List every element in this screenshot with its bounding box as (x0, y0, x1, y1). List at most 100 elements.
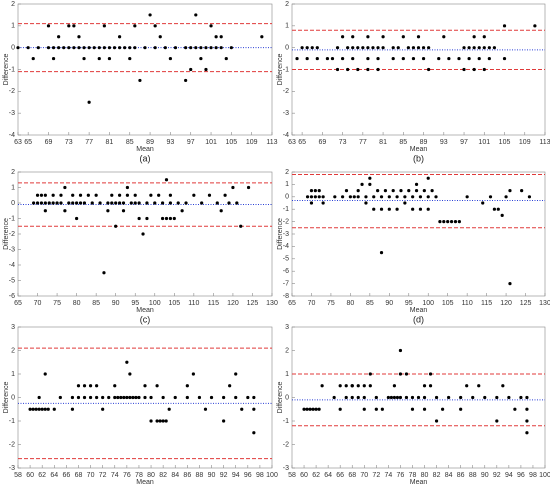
point (35, 201, 40, 205)
point (163, 46, 167, 50)
point (459, 407, 463, 411)
x-tick-label: 58 (288, 472, 296, 479)
y-tick-label: 0 (11, 394, 15, 401)
point (98, 201, 102, 205)
x-tick-label: 105 (499, 139, 511, 146)
x-tick-label: 88 (469, 472, 477, 479)
point (143, 46, 147, 50)
point (235, 201, 239, 205)
x-tick-label: 109 (246, 139, 258, 146)
x-tick-label: 81 (379, 139, 387, 146)
x-tick-label: 77 (359, 139, 367, 146)
point (403, 201, 407, 205)
point (97, 56, 101, 61)
point (356, 395, 360, 400)
y-tick-label: -2 (283, 441, 289, 448)
point (477, 56, 481, 61)
point (125, 193, 130, 197)
point (110, 201, 114, 205)
point (381, 46, 385, 50)
point (145, 216, 149, 221)
point (416, 35, 421, 39)
point (37, 407, 41, 411)
y-tick-label: 1 (285, 23, 289, 30)
x-tick-label: 80 (421, 472, 429, 479)
x-tick-label: 90 (385, 300, 393, 307)
point (471, 395, 475, 400)
x-tick-label: 77 (85, 139, 93, 146)
point (149, 395, 153, 400)
point (366, 67, 370, 72)
point (180, 209, 184, 213)
y-tick-label: -1 (9, 215, 15, 222)
point (214, 46, 218, 50)
point (411, 56, 416, 61)
x-tick-label: 88 (196, 472, 204, 479)
point (223, 193, 227, 197)
point (368, 372, 372, 376)
point (332, 395, 336, 400)
point (459, 395, 463, 400)
y-tick-label: 1 (285, 181, 289, 188)
point (428, 372, 433, 376)
point (82, 46, 86, 50)
y-tick-label: 1 (285, 371, 289, 378)
y-axis-label: Difference (3, 382, 10, 414)
point (189, 67, 193, 72)
point (428, 384, 433, 388)
point (313, 195, 317, 199)
point (396, 46, 400, 50)
point (141, 232, 145, 236)
x-tick-label: 69 (45, 139, 53, 146)
point (128, 56, 132, 61)
point (46, 46, 51, 50)
y-axis-label: Difference (277, 54, 284, 86)
point (252, 431, 256, 435)
point (113, 395, 117, 400)
point (40, 407, 44, 411)
x-tick-label: 85 (399, 139, 407, 146)
x-tick-label: 93 (167, 139, 175, 146)
x-tick-label: 68 (348, 472, 356, 479)
point (134, 395, 138, 400)
point (525, 431, 529, 435)
point (507, 395, 511, 400)
x-tick-label: 74 (111, 472, 119, 479)
x-tick-label: 89 (420, 139, 428, 146)
point (504, 195, 508, 199)
x-tick-label: 65 (24, 139, 32, 146)
point (31, 407, 35, 411)
y-tick-label: -2 (283, 88, 289, 95)
point (315, 46, 319, 50)
point (422, 395, 427, 400)
point (434, 395, 439, 400)
x-tick-label: 65 (288, 300, 296, 307)
y-tick-label: 1 (11, 23, 15, 30)
point (46, 407, 50, 411)
y-tick-label: 0 (285, 394, 289, 401)
point (356, 195, 360, 199)
point (449, 220, 454, 224)
point (371, 46, 375, 50)
point (422, 189, 426, 193)
x-tick-label: 92 (220, 472, 228, 479)
point (350, 395, 354, 400)
point (37, 395, 41, 400)
x-tick-label: 105 (442, 300, 454, 307)
point (309, 189, 314, 193)
point (335, 46, 340, 50)
point (82, 395, 87, 400)
point (321, 195, 325, 199)
y-tick-label: -1 (283, 418, 289, 425)
point (477, 46, 481, 50)
point (442, 35, 446, 39)
point (346, 46, 350, 50)
point (496, 207, 500, 211)
point (67, 24, 71, 28)
point (374, 407, 378, 411)
point (143, 395, 147, 400)
y-tick-label: 1 (11, 184, 15, 191)
x-tick-label: 74 (384, 472, 392, 479)
x-tick-label: 115 (481, 300, 492, 307)
point (219, 209, 223, 213)
